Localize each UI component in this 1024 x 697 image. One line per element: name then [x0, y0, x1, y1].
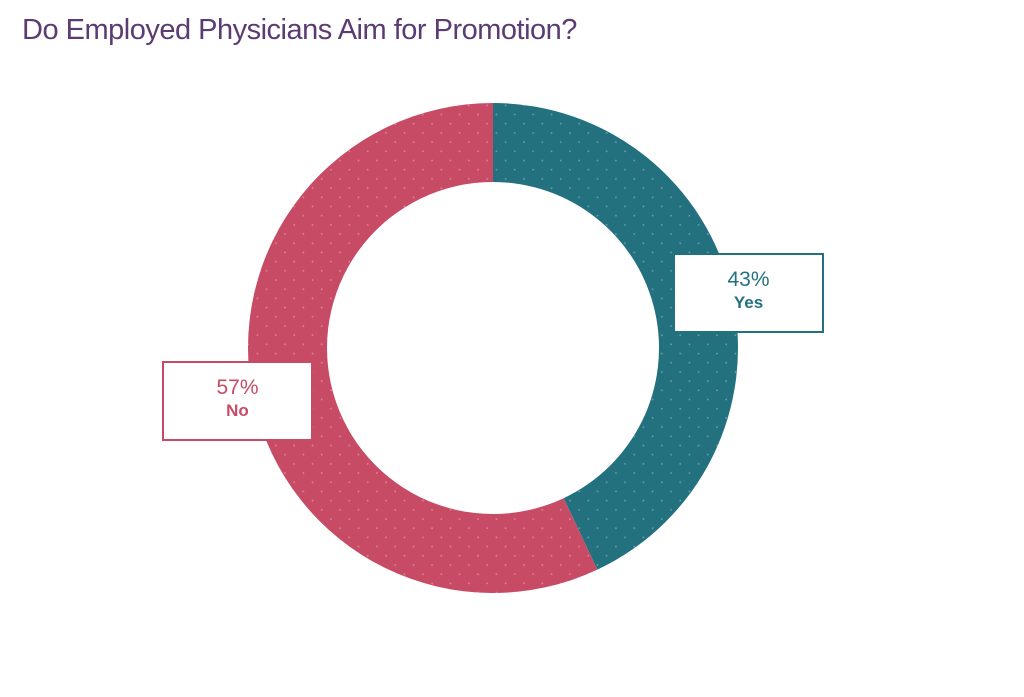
- slice-texture-no: [247, 103, 598, 593]
- slice-name-yes: Yes: [733, 293, 764, 312]
- slice-label-yes: 43% Yes: [673, 253, 824, 333]
- slice-texture-yes: [493, 103, 738, 570]
- slice-label-no: 57% No: [162, 361, 313, 441]
- slice-value-no: 57%: [216, 376, 259, 399]
- slice-name-no: No: [226, 401, 249, 420]
- chart-title: Do Employed Physicians Aim for Promotion…: [22, 14, 577, 46]
- slice-value-yes: 43%: [727, 268, 770, 291]
